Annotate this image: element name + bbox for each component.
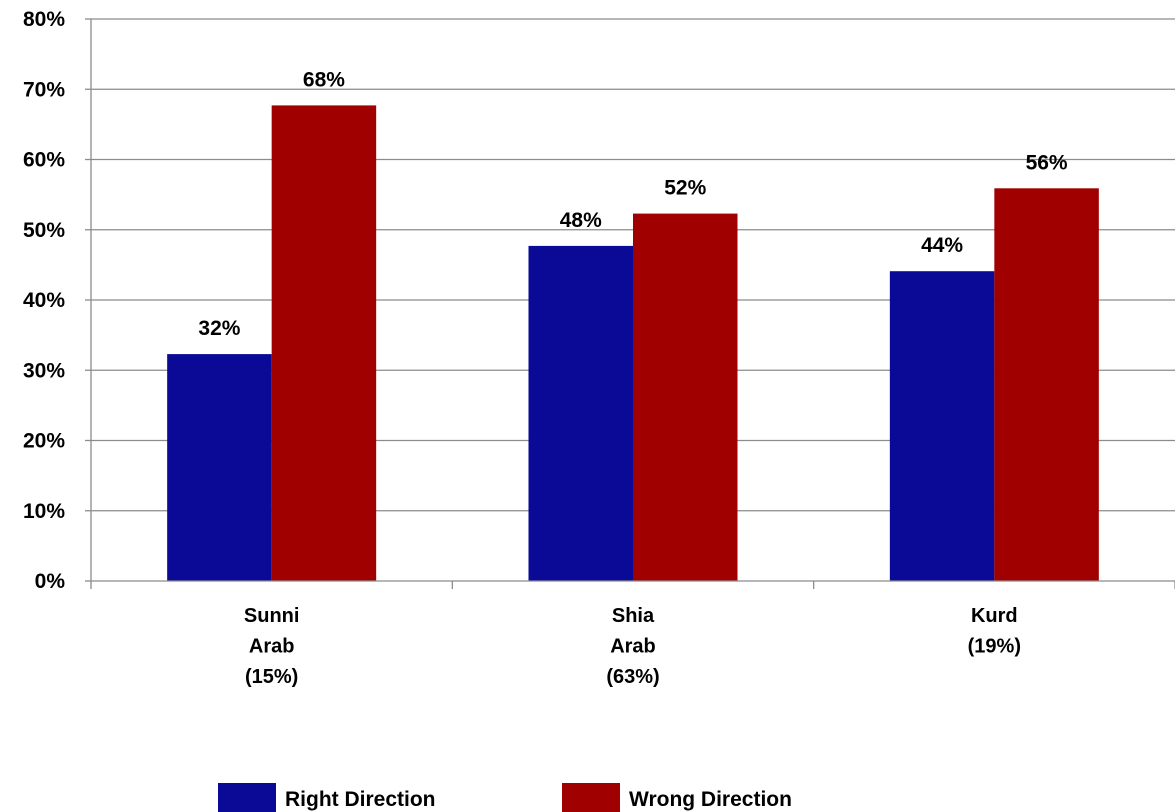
legend: Right Direction Wrong Direction (218, 783, 792, 812)
legend-swatch (562, 783, 620, 812)
bars (167, 105, 1099, 582)
x-category-label: Arab (610, 636, 656, 658)
y-tick-label: 50% (23, 219, 65, 242)
data-label: 32% (198, 317, 240, 340)
x-category-label: Kurd (971, 605, 1018, 627)
legend-label: Right Direction (285, 788, 436, 811)
y-tick-label: 40% (23, 289, 65, 312)
data-label: 44% (921, 234, 963, 257)
x-category-label: Arab (249, 636, 295, 658)
x-category-label: Sunni (244, 605, 300, 627)
legend-swatch (218, 783, 276, 812)
y-tick-label: 60% (23, 149, 65, 172)
bar (167, 354, 272, 581)
bar (528, 245, 633, 581)
x-category-label: (15%) (245, 666, 298, 688)
bar (271, 105, 377, 581)
axes (85, 18, 1175, 589)
bar (889, 271, 995, 581)
bar (633, 213, 738, 581)
legend-label: Wrong Direction (629, 788, 792, 811)
bar (994, 188, 1099, 582)
y-tick-label: 0% (35, 570, 66, 593)
labels: 0% 10% 20% 30% 40% 50% 60% 70% 80% 32% 68% Sunni Ara… (23, 8, 1068, 688)
x-category-label: (63%) (606, 666, 659, 688)
y-tick-label: 20% (23, 430, 65, 453)
data-label: 48% (560, 209, 602, 232)
y-tick-label: 70% (23, 78, 65, 101)
data-label: 52% (664, 177, 706, 200)
y-tick-label: 10% (23, 500, 65, 523)
x-category-label: (19%) (968, 636, 1021, 658)
y-tick-label: 80% (23, 8, 65, 31)
data-label: 68% (303, 68, 345, 91)
y-tick-label: 30% (23, 359, 65, 382)
data-label: 56% (1026, 151, 1068, 174)
x-category-label: Shia (612, 605, 655, 627)
